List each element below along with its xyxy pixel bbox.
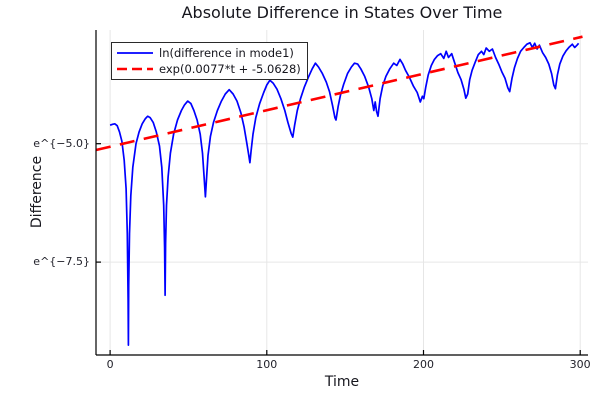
legend-label-fit: exp(0.0077*t + -5.0628) <box>159 62 301 77</box>
legend: ln(difference in mode1) exp(0.0077*t + -… <box>111 42 308 80</box>
legend-item-fit: exp(0.0077*t + -5.0628) <box>117 61 302 77</box>
y-tick-label: e^{−7.5} <box>33 255 90 269</box>
x-tick-label: 0 <box>106 358 114 371</box>
y-axis-label: Difference <box>29 155 45 229</box>
x-tick-label: 300 <box>569 358 591 371</box>
x-axis-label: Time <box>324 374 360 390</box>
y-tick-label: e^{−5.0} <box>33 136 90 150</box>
legend-line-sample-dashed <box>117 68 153 71</box>
chart-title: Absolute Difference in States Over Time <box>181 3 503 22</box>
legend-line-sample-solid <box>117 51 153 54</box>
x-tick-label: 100 <box>256 358 278 371</box>
legend-label-difference: ln(difference in mode1) <box>159 45 294 60</box>
legend-item-difference: ln(difference in mode1) <box>117 45 302 61</box>
x-tick-label: 200 <box>412 358 434 371</box>
